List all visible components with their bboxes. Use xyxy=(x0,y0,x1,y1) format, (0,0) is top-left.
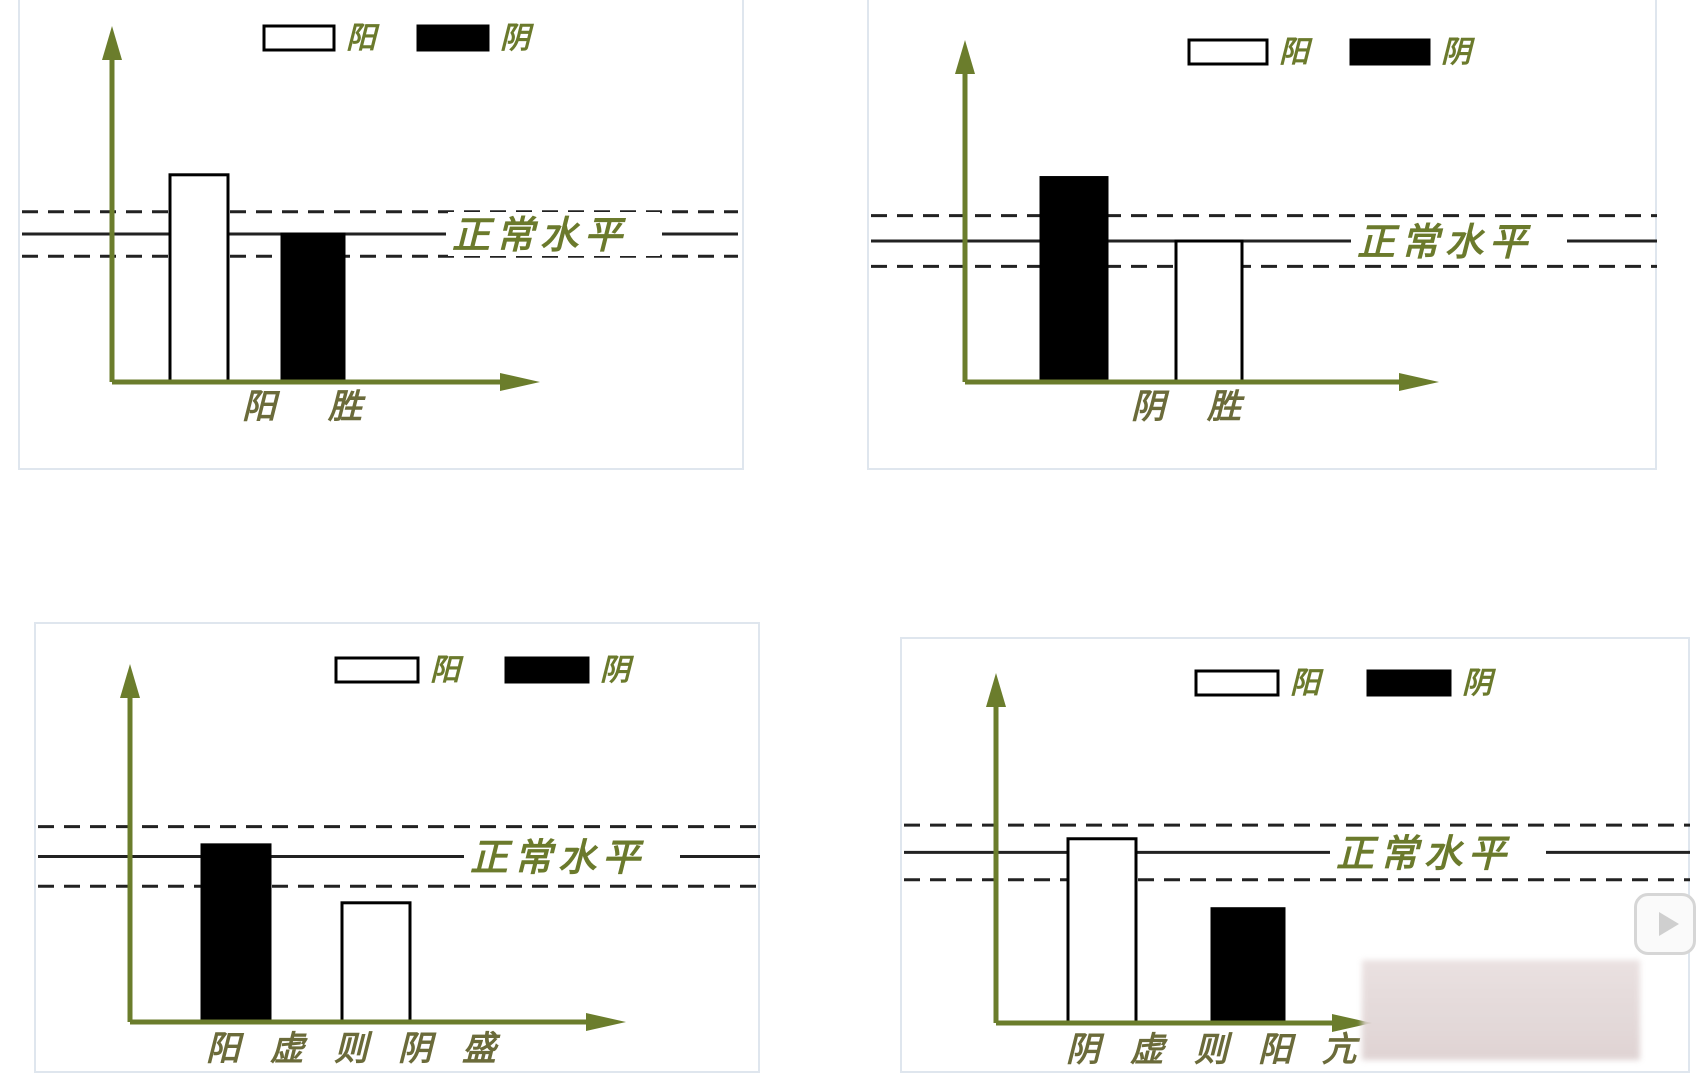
bar-yin xyxy=(280,232,346,384)
legend-swatch-yin xyxy=(1366,669,1452,697)
legend-swatch-yin xyxy=(416,24,490,52)
bar-yin xyxy=(1039,176,1109,384)
x-axis-label: 阴虚则阳亢 xyxy=(1066,1030,1361,1070)
x-axis-label: 阳 胜 xyxy=(242,387,366,427)
x-axis-arrow-icon xyxy=(586,1013,626,1031)
legend-label: 阴 xyxy=(500,21,535,56)
bar-yin xyxy=(1210,907,1286,1025)
y-axis-arrow-icon xyxy=(955,40,975,74)
legend-label: 阴 xyxy=(1462,666,1497,701)
chart-panel-yang-excess: 阳 阴正常水平阳 胜 xyxy=(18,0,744,470)
legend-label: 阳 xyxy=(1290,666,1324,701)
bar-yang xyxy=(1066,837,1138,1025)
chart-panel-yin-excess: 阳 阴正常水平阴 胜 xyxy=(867,0,1657,470)
y-axis-arrow-icon xyxy=(986,673,1006,707)
legend-label: 阳 xyxy=(430,653,464,688)
legend-label: 阳 xyxy=(346,21,380,56)
bar-yin xyxy=(200,843,272,1024)
x-axis-label: 阳虚则阴盛 xyxy=(206,1029,501,1069)
normal-level-label: 正常水平 xyxy=(1336,830,1512,875)
normal-level-label-bg xyxy=(1332,830,1544,875)
legend-swatch-yang xyxy=(1194,669,1280,697)
normal-level-label-bg xyxy=(466,834,678,879)
bar-yang xyxy=(1174,239,1244,384)
legend-swatch-yin xyxy=(504,656,590,684)
legend-swatch-yang xyxy=(334,656,420,684)
y-axis-arrow-icon xyxy=(120,664,140,698)
bar-yang xyxy=(168,173,230,384)
legend-label: 阴 xyxy=(1441,35,1476,70)
normal-level-label: 正常水平 xyxy=(1357,219,1533,264)
play-icon[interactable] xyxy=(1634,893,1696,955)
legend-swatch-yang xyxy=(1187,38,1269,66)
normal-level-label: 正常水平 xyxy=(452,212,628,257)
bar-yang xyxy=(340,901,412,1024)
legend-swatch-yin xyxy=(1349,38,1431,66)
legend-swatch-yang xyxy=(262,24,336,52)
blurred-overlay xyxy=(1362,960,1640,1060)
legend-label: 阴 xyxy=(600,653,635,688)
x-axis-arrow-icon xyxy=(1399,373,1439,391)
y-axis-arrow-icon xyxy=(102,26,122,60)
x-axis-label: 阴 胜 xyxy=(1131,387,1245,427)
x-axis-arrow-icon xyxy=(1332,1014,1372,1032)
x-axis-arrow-icon xyxy=(500,373,540,391)
chart-panel-yang-deficiency: 阳 阴正常水平阳虚则阴盛 xyxy=(34,622,760,1073)
normal-level-label-bg xyxy=(448,212,660,256)
legend-label: 阳 xyxy=(1279,35,1313,70)
normal-level-label: 正常水平 xyxy=(470,834,646,879)
normal-level-label-bg xyxy=(1353,219,1565,263)
